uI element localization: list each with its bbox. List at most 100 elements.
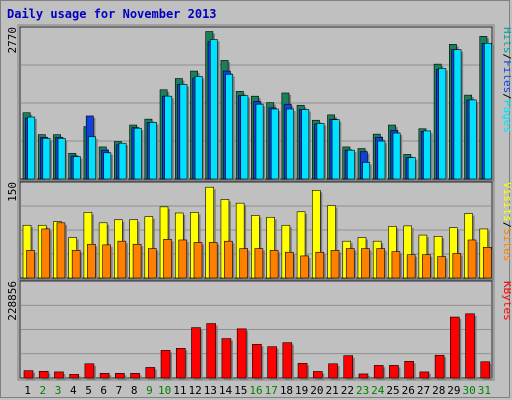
day-label-20: 20: [310, 384, 323, 397]
sites-bar-day-6: [102, 244, 111, 279]
sites-bar-day-1: [26, 250, 35, 279]
legend: KBytes: [501, 281, 511, 321]
pages-bar-day-31: [484, 42, 492, 180]
kbytes-bar-day-22: [343, 355, 354, 379]
sites-bar-day-15: [239, 248, 248, 279]
kbytes-bar-day-24: [373, 365, 384, 379]
day-label-2: 2: [40, 384, 47, 397]
legend-entry: /: [501, 54, 511, 61]
kbytes-bar-day-5: [84, 363, 95, 379]
pages-bar-day-23: [362, 162, 371, 180]
kbytes-bar-day-28: [434, 354, 445, 379]
sites-bar-day-14: [224, 240, 233, 279]
pages-bar-day-17: [270, 108, 279, 180]
panel-kbytes: 228856 KBytes: [6, 278, 511, 381]
day-label-7: 7: [116, 384, 123, 397]
sites-bar-day-4: [71, 250, 81, 279]
kbytes-bar-day-17: [267, 346, 277, 379]
kbytes-bar-day-1: [23, 370, 34, 379]
day-label-10: 10: [158, 384, 171, 397]
sites-bar-day-22: [345, 248, 355, 279]
pages-bar-day-7: [118, 142, 127, 180]
pages-bar-day-25: [392, 132, 401, 180]
chart-title: Daily usage for November 2013: [7, 7, 217, 21]
pages-bar-day-4: [72, 156, 81, 180]
day-label-28: 28: [432, 384, 445, 397]
legend: Hits/Files/Pages: [501, 27, 511, 133]
day-label-11: 11: [173, 384, 186, 397]
sites-bar-day-2: [41, 228, 51, 279]
day-label-30: 30: [463, 384, 476, 397]
sites-bar-day-10: [163, 239, 172, 279]
pages-bar-day-16: [255, 103, 264, 180]
sites-bar-day-18: [285, 251, 294, 279]
sites-bar-day-17: [269, 250, 279, 279]
day-label-8: 8: [131, 384, 138, 397]
sites-bar-day-19: [300, 255, 309, 279]
kbytes-bar-day-15: [236, 328, 247, 379]
kbytes-bar-day-4: [69, 374, 79, 379]
kbytes-bar-day-6: [99, 373, 110, 379]
kbytes-bar-day-8: [130, 373, 140, 379]
sites-bar-day-28: [437, 256, 446, 279]
day-label-9: 9: [146, 384, 153, 397]
kbytes-bar-day-25: [389, 365, 399, 379]
pages-bar-day-27: [423, 130, 431, 180]
day-label-24: 24: [371, 384, 385, 397]
sites-bar-day-26: [406, 254, 416, 279]
pages-bar-day-21: [331, 119, 340, 180]
y-max-label: 150: [6, 182, 19, 202]
pages-bar-day-5: [88, 136, 97, 180]
panel-visits-sites: 150 Visits/Sites: [6, 179, 511, 281]
sites-bar-day-9: [148, 248, 157, 279]
kbytes-bar-day-3: [54, 371, 64, 379]
pages-bar-day-19: [301, 109, 310, 180]
pages-bar-day-30: [468, 99, 477, 180]
pages-bar-day-11: [179, 84, 188, 180]
kbytes-bar-day-2: [38, 370, 49, 379]
kbytes-bar-day-30: [465, 313, 475, 379]
pages-bar-day-28: [438, 68, 447, 180]
kbytes-bar-day-29: [450, 316, 460, 379]
day-label-13: 13: [204, 384, 217, 397]
chart-panels: 2770Hits/Files/Pages150Visits/Sites22885…: [6, 24, 511, 381]
sites-bar-day-21: [330, 250, 340, 279]
pages-bar-day-12: [194, 76, 203, 180]
legend-entry: /: [501, 93, 511, 100]
kbytes-bar-day-13: [206, 323, 217, 379]
sites-bar-day-8: [132, 243, 142, 279]
day-labels: 1 2 3 4 5 6 7 8 9 10 11 12 13 14 15 16 17 18 19 20 21 22 23 24 2…: [24, 384, 491, 397]
pages-bar-day-18: [286, 108, 294, 180]
kbytes-bar-day-7: [115, 373, 125, 379]
sites-bar-day-11: [178, 239, 188, 279]
kbytes-bar-day-21: [328, 363, 338, 379]
legend-entry: KBytes: [501, 281, 511, 321]
day-label-23: 23: [356, 384, 369, 397]
pages-bar-day-15: [240, 95, 249, 180]
sites-bar-day-12: [193, 242, 203, 279]
day-label-17: 17: [265, 384, 278, 397]
sites-bar-day-7: [117, 240, 127, 279]
pages-bar-day-8: [133, 127, 142, 180]
sites-bar-day-23: [361, 248, 370, 279]
day-label-5: 5: [85, 384, 92, 397]
day-label-27: 27: [417, 384, 430, 397]
pages-bar-day-20: [316, 123, 325, 180]
legend-entry: Pages: [501, 100, 511, 133]
pages-bar-day-29: [453, 49, 462, 180]
sites-bar-day-27: [422, 254, 431, 279]
legend-entry: /: [501, 222, 511, 229]
sites-bar-day-20: [315, 251, 325, 279]
sites-bar-day-24: [376, 248, 385, 279]
kbytes-bar-day-11: [175, 348, 186, 379]
sites-bar-day-29: [452, 253, 462, 279]
sites-bar-day-3: [56, 222, 66, 279]
day-label-12: 12: [188, 384, 201, 397]
day-label-29: 29: [447, 384, 460, 397]
kbytes-bar-day-26: [404, 361, 414, 379]
pages-bar-day-14: [225, 73, 234, 180]
day-label-21: 21: [326, 384, 339, 397]
legend: Visits/Sites: [501, 182, 511, 262]
